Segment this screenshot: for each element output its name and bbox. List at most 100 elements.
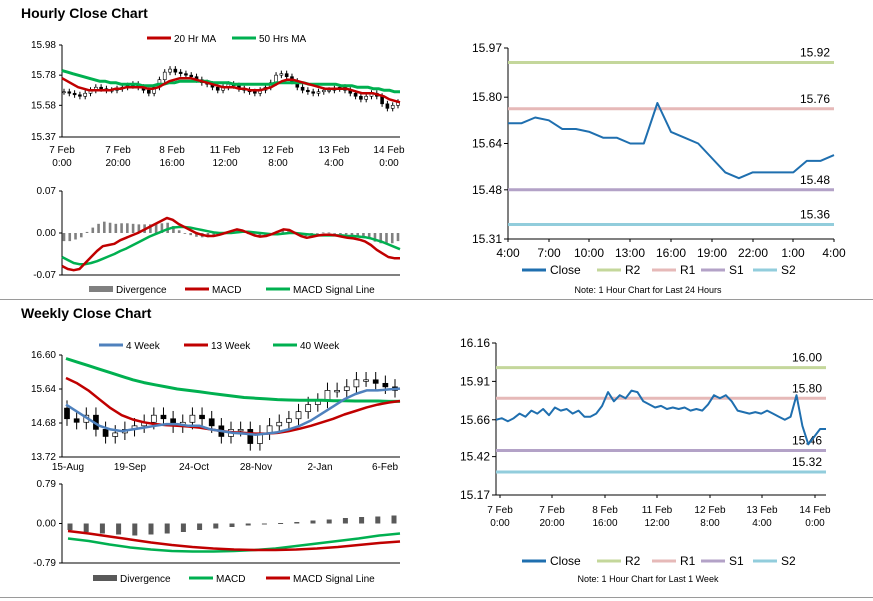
weekly-candle [372, 379, 379, 384]
hourly-levels-y-tick-label: 15.97 [472, 41, 502, 55]
weekly-divergence-bar [229, 523, 235, 527]
weekly-divergence-bar [375, 516, 381, 524]
hourly-candle [83, 92, 88, 97]
weekly-price-x-tick-label: 6-Feb [372, 462, 399, 473]
weekly-candle [208, 418, 215, 427]
weekly-levels-level-label-r2: 16.00 [792, 351, 822, 365]
hourly-levels-level-label-s1: 15.48 [800, 173, 830, 187]
weekly-divergence-bar [180, 523, 186, 532]
weekly-divergence-bar [213, 523, 219, 529]
weekly-divergence-bar [197, 523, 203, 530]
hourly-candle [359, 95, 363, 100]
hourly-levels-note: Note: 1 Hour Chart for Last 24 Hours [574, 285, 722, 295]
weekly-levels-level-label-s2: 15.32 [792, 455, 822, 469]
weekly-levels-x-tick-label-time: 0:00 [805, 518, 825, 529]
weekly-candle [353, 379, 360, 388]
weekly-divergence-bar [342, 518, 348, 524]
weekly-legend-4week-label: 4 Week [126, 341, 161, 352]
weekly-ma13-line [65, 376, 401, 435]
hourly-divergence-bar [339, 233, 342, 235]
hourly-divergence-bar [316, 233, 319, 234]
hourly-divergence-bar [108, 222, 112, 233]
hourly-candle [306, 89, 310, 93]
hourly-levels-legend-close-label: Close [550, 263, 581, 277]
hourly-candle [279, 73, 284, 76]
weekly-candle [343, 386, 350, 391]
hourly-candle [300, 86, 305, 91]
weekly-candle [102, 429, 109, 437]
hourly-divergence-bar [350, 233, 354, 236]
weekly-price-x-tick-label: 2-Jan [307, 462, 332, 473]
hourly-divergence-bar [177, 230, 181, 233]
hourly-divergence-bar [172, 225, 175, 233]
hourly-divergence-bar [356, 233, 359, 236]
hourly-divergence-bar [91, 227, 95, 233]
hourly-candle [99, 86, 103, 90]
hourly-levels-x-tick-label: 16:00 [656, 246, 686, 260]
hourly-price-x-tick-time: 20:00 [105, 158, 130, 169]
weekly-candle [112, 432, 119, 437]
weekly-candle [73, 418, 80, 423]
weekly-legend-divergence-label: Divergence [120, 574, 171, 585]
hourly-levels-level-label-s2: 15.36 [800, 208, 830, 222]
weekly-levels-x-tick-label-date: 14 Feb [799, 505, 831, 516]
hourly-divergence-bar [103, 221, 106, 233]
hourly-candle [380, 95, 384, 105]
weekly-divergence-bar [116, 523, 122, 535]
hourly-divergence-bar [287, 230, 290, 233]
weekly-divergence-bar [294, 522, 300, 524]
hourly-divergence-bar [195, 233, 198, 237]
weekly-ma4-line [65, 387, 401, 436]
weekly-macd-signal-line [67, 529, 401, 552]
hourly-divergence-bar [79, 233, 83, 238]
hourly-candle [385, 103, 390, 109]
hourly-divergence-bar [367, 233, 371, 239]
hourly-divergence-bar [154, 223, 158, 233]
weekly-candle [305, 404, 312, 413]
weekly-divergence-bar [310, 520, 316, 524]
section-divider [0, 299, 873, 300]
hourly-levels-legend-s1-label: S1 [729, 263, 744, 277]
hourly-divergence-bar [137, 224, 141, 233]
hourly-candle [215, 86, 220, 91]
hourly-candle [62, 91, 66, 94]
hourly-price-x-tick-date: 12 Feb [262, 145, 294, 156]
hourly-divergence-bar [68, 233, 72, 242]
hourly-levels-y-tick-label: 15.64 [472, 137, 502, 151]
weekly-levels-x-tick-label-date: 13 Feb [746, 505, 778, 516]
weekly-levels-note: Note: 1 Hour Chart for Last 1 Week [578, 574, 719, 584]
hourly-divergence-bar [362, 233, 365, 237]
weekly-levels-x-tick-label-time: 4:00 [752, 518, 772, 529]
hourly-legend-signal-label: MACD Signal Line [293, 285, 375, 296]
hourly-price-x-tick-date: 7 Feb [105, 145, 131, 156]
hourly-price-x-tick-time: 16:00 [159, 158, 184, 169]
hourly-levels-level-label-r1: 15.76 [800, 92, 830, 106]
weekly-candle [189, 414, 196, 423]
weekly-macd-y-tick-label: 0.00 [37, 519, 57, 530]
weekly-price-y-tick-label: 16.60 [31, 350, 56, 361]
hourly-price-y-tick-label: 15.78 [31, 70, 56, 81]
weekly-candle [237, 429, 244, 432]
hourly-levels-legend-r2-label: R2 [625, 263, 641, 277]
weekly-levels-y-tick-label: 15.17 [460, 488, 490, 502]
hourly-candle [178, 71, 183, 74]
hourly-legend-ma20-label: 20 Hr MA [174, 34, 217, 45]
hourly-candle [67, 91, 72, 94]
weekly-levels-x-tick-label-date: 12 Feb [694, 505, 726, 516]
hourly-divergence-bar [62, 233, 66, 242]
hourly-levels-y-tick-label: 15.80 [472, 90, 502, 104]
hourly-price-x-tick-time: 0:00 [52, 158, 72, 169]
weekly-candle [160, 414, 167, 420]
hourly-levels-y-tick-label: 15.31 [472, 232, 502, 246]
hourly-price-y-tick-label: 15.98 [31, 40, 56, 51]
weekly-price-x-tick-label: 15-Aug [52, 462, 84, 473]
hourly-candle [390, 105, 395, 109]
hourly-legend-ma50-label: 50 Hrs MA [259, 34, 307, 45]
hourly-macd-y-tick-label: 0.00 [37, 228, 57, 239]
weekly-levels-x-tick-label-time: 0:00 [490, 518, 510, 529]
hourly-section-title: Hourly Close Chart [21, 5, 148, 21]
weekly-price-y-tick-label: 13.72 [31, 452, 56, 463]
hourly-legend-divergence-label: Divergence [116, 285, 167, 296]
hourly-candle [184, 73, 188, 76]
